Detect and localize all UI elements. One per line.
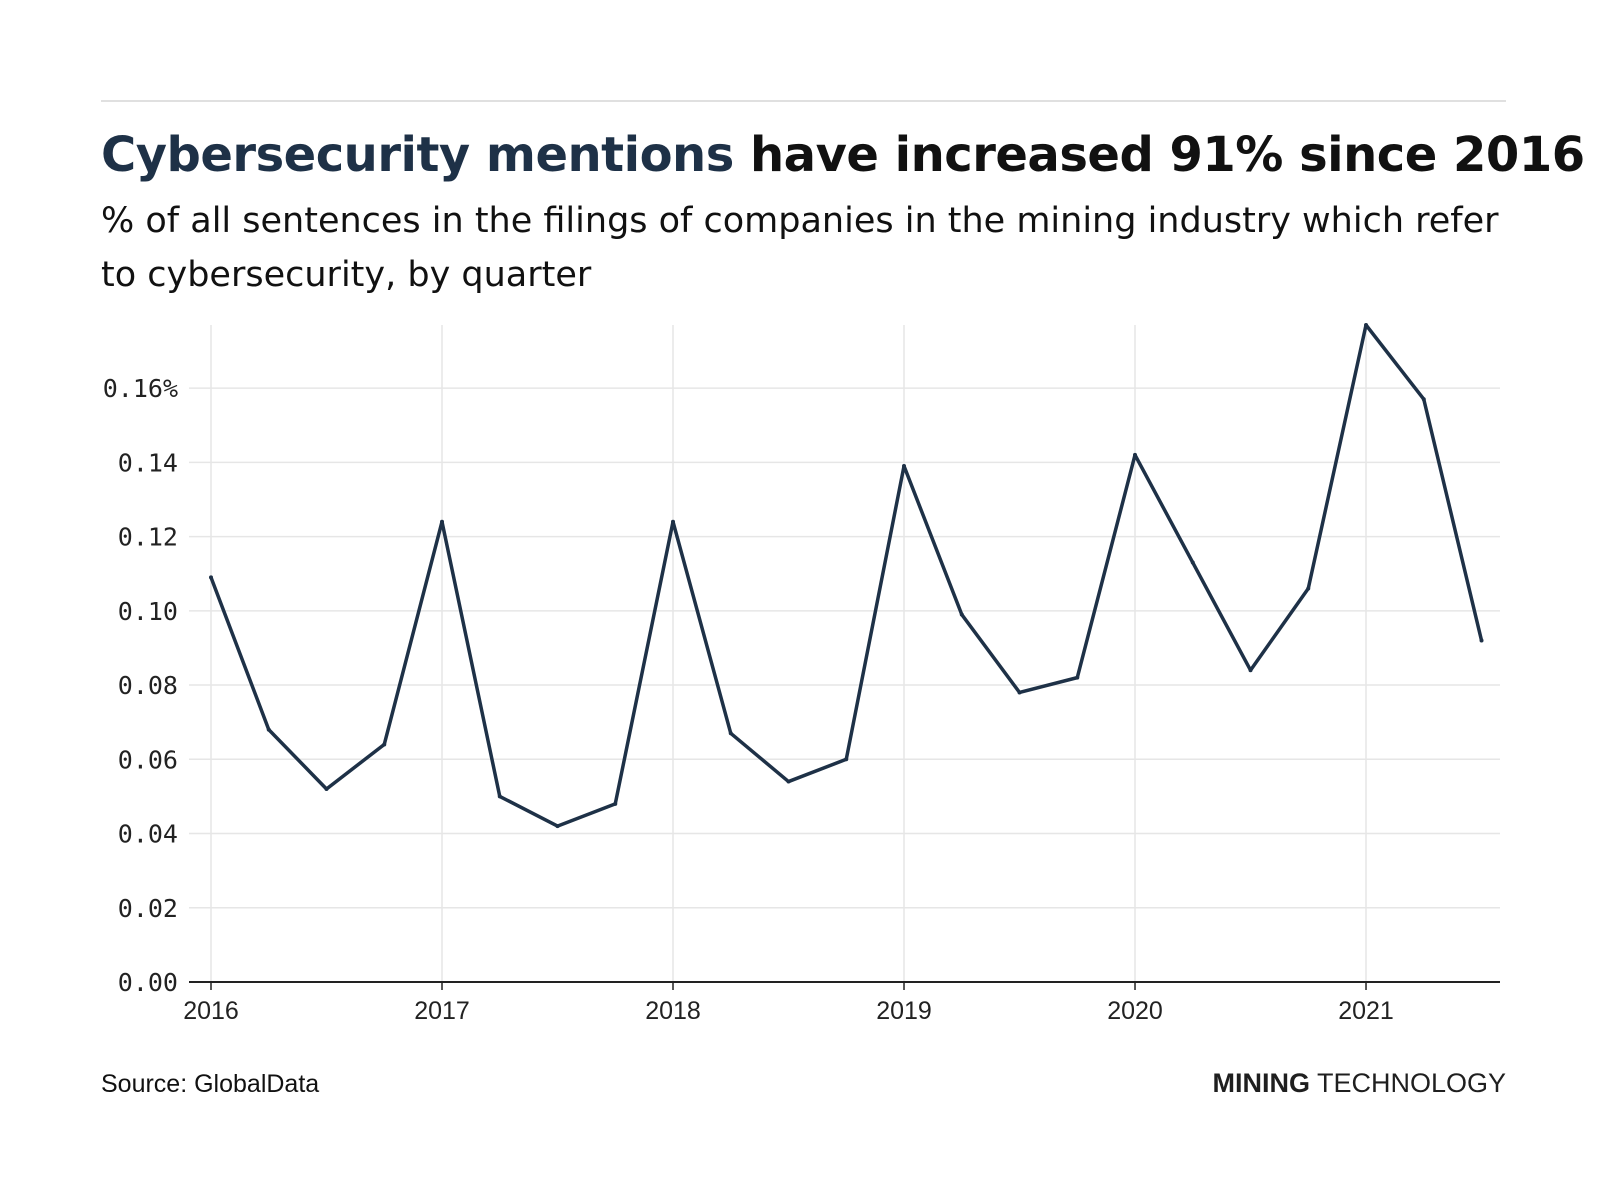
y-tick-label: 0.04 bbox=[118, 820, 178, 849]
x-tick-label: 2020 bbox=[1107, 997, 1163, 1025]
data-point bbox=[786, 779, 791, 784]
data-point bbox=[844, 757, 849, 762]
data-point bbox=[1075, 675, 1080, 680]
data-point bbox=[1364, 323, 1369, 327]
y-tick-label: 0.12 bbox=[118, 523, 178, 552]
y-tick-label: 0.10 bbox=[118, 597, 178, 626]
x-tick-label: 2021 bbox=[1338, 997, 1394, 1025]
y-tick-label: 0.16% bbox=[103, 374, 178, 403]
y-tick-label: 0.02 bbox=[118, 894, 178, 923]
chart-title-rest: have increased 91% since 2016 bbox=[750, 127, 1585, 183]
data-point bbox=[209, 575, 213, 580]
brand-logo: MINING TECHNOLOGY bbox=[1212, 1068, 1506, 1099]
y-tick-label: 0.14 bbox=[118, 448, 178, 477]
x-tick-label: 2016 bbox=[183, 997, 239, 1025]
x-tick-label: 2017 bbox=[414, 997, 470, 1025]
chart-subtitle: % of all sentences in the filings of com… bbox=[101, 201, 1499, 295]
brand-logo-light: TECHNOLOGY bbox=[1316, 1068, 1506, 1098]
data-point bbox=[1190, 560, 1195, 565]
data-point bbox=[324, 786, 329, 791]
data-point bbox=[728, 731, 733, 736]
series-line bbox=[209, 323, 1484, 828]
grid-lines bbox=[189, 325, 1500, 982]
data-point bbox=[1421, 397, 1426, 402]
data-point bbox=[902, 464, 907, 469]
data-point bbox=[1017, 690, 1022, 695]
data-point bbox=[1248, 668, 1253, 673]
data-point bbox=[497, 794, 502, 799]
data-point bbox=[1479, 638, 1484, 643]
data-point bbox=[266, 727, 271, 732]
x-tick-label: 2019 bbox=[876, 997, 932, 1025]
chart-title-highlight: Cybersecurity mentions bbox=[101, 127, 734, 183]
axes bbox=[189, 981, 1500, 990]
series bbox=[209, 323, 1484, 829]
y-tick-label: 0.08 bbox=[118, 671, 178, 700]
data-point bbox=[959, 612, 964, 617]
data-point bbox=[555, 824, 560, 829]
chart-title: Cybersecurity mentions have increased 91… bbox=[101, 120, 1585, 190]
data-point bbox=[440, 519, 445, 524]
data-point bbox=[1306, 586, 1311, 591]
y-tick-label: 0.00 bbox=[118, 968, 178, 997]
y-tick-label: 0.06 bbox=[118, 745, 178, 774]
data-point bbox=[671, 519, 676, 524]
source-note: Source: GlobalData bbox=[101, 1070, 320, 1098]
tick-labels: 0.00 0.02 0.04 0.06 0.08 0.10 0.12 0.14 0.16% 201… bbox=[103, 374, 1394, 1025]
brand-logo-bold: MINING bbox=[1212, 1068, 1310, 1098]
top-divider bbox=[101, 100, 1506, 102]
x-tick-label: 2018 bbox=[645, 997, 701, 1025]
data-point bbox=[613, 801, 618, 806]
data-point bbox=[382, 742, 387, 747]
data-point bbox=[1133, 452, 1138, 457]
